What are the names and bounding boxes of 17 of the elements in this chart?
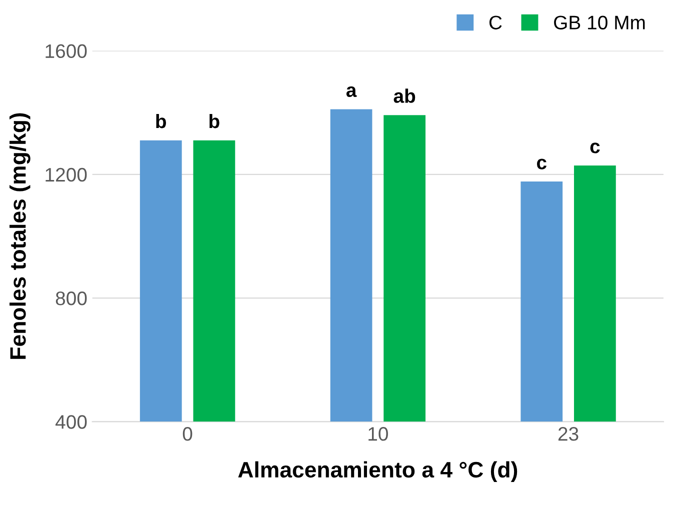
data-label: ab: [394, 88, 416, 103]
x-tick-label: 10: [368, 427, 388, 441]
y-axis-title: Fenoles totales (mg/kg): [10, 113, 30, 359]
data-label: c: [590, 142, 600, 154]
y-tick-label: 1200: [46, 168, 87, 182]
x-tick-label: 23: [558, 427, 578, 441]
data-label: a: [346, 86, 357, 98]
x-tick-label: 0: [182, 427, 192, 441]
y-tick-label: 800: [56, 291, 87, 306]
y-tick-label: 1600: [46, 44, 87, 58]
x-axis-title: Almacenamiento a 4 °C (d): [238, 461, 518, 482]
legend-label: GB 10 Mm: [554, 16, 645, 30]
data-label: b: [210, 114, 220, 128]
data-label: c: [536, 158, 546, 170]
y-tick-label: 400: [55, 415, 87, 429]
legend-label: C: [489, 16, 502, 30]
data-label: b: [156, 114, 166, 128]
